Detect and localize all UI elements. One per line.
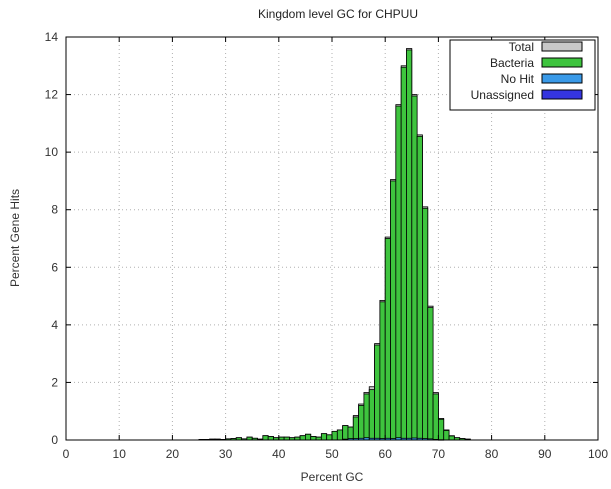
bar-bacteria	[448, 435, 455, 441]
bar-bacteria	[395, 105, 402, 441]
bar-bacteria	[336, 429, 344, 441]
y-tick-label: 8	[51, 203, 58, 217]
x-tick-label: 10	[113, 447, 127, 461]
bar-bacteria	[416, 135, 423, 441]
y-tick-label: 10	[45, 145, 59, 159]
bar-bacteria	[443, 430, 450, 441]
bar-bacteria	[267, 436, 274, 441]
bar-bacteria	[363, 393, 370, 441]
legend-label: No Hit	[501, 72, 535, 86]
bar-bacteria	[379, 301, 386, 441]
bar-bacteria	[374, 344, 381, 441]
legend-swatch	[541, 89, 583, 100]
grid-lines	[66, 37, 598, 440]
bar-bacteria	[347, 426, 354, 441]
bar-bacteria	[326, 434, 333, 441]
x-tick-label: 50	[325, 447, 339, 461]
bar-bacteria	[390, 180, 397, 441]
y-tick-label: 0	[51, 433, 58, 447]
bar-bacteria	[304, 433, 312, 441]
bar-bacteria	[320, 433, 328, 441]
bar-bacteria	[384, 238, 391, 441]
x-axis-ticks: 0 10 20 30 40 50 60 70 80 90 100	[63, 37, 608, 461]
bar-bacteria	[427, 307, 434, 441]
y-tick-label: 2	[51, 375, 58, 389]
x-tick-label: 40	[272, 447, 286, 461]
y-tick-label: 12	[45, 88, 59, 102]
x-tick-label: 100	[588, 447, 608, 461]
x-tick-label: 60	[379, 447, 393, 461]
legend-label: Bacteria	[490, 56, 534, 70]
bar-bacteria	[411, 95, 418, 441]
legend-swatch	[541, 73, 583, 84]
bar-bacteria	[310, 436, 317, 441]
x-tick-label: 70	[432, 447, 446, 461]
bar-bacteria	[432, 393, 439, 441]
legend-swatch	[541, 41, 583, 52]
bar-bacteria	[342, 425, 349, 441]
x-tick-label: 20	[166, 447, 180, 461]
y-tick-label: 6	[51, 260, 58, 274]
histogram-bars	[198, 48, 471, 441]
chart-title: Kingdom level GC for CHPUU	[258, 7, 418, 21]
x-tick-label: 30	[219, 447, 233, 461]
y-tick-label: 14	[45, 30, 59, 44]
x-tick-label: 0	[63, 447, 70, 461]
legend-label: Total	[509, 40, 534, 54]
bar-bacteria	[437, 418, 445, 441]
y-tick-label: 4	[51, 318, 58, 332]
legend-label: Unassigned	[471, 88, 534, 102]
bar-bacteria	[368, 389, 375, 441]
x-tick-label: 90	[538, 447, 552, 461]
bar-bacteria	[299, 435, 306, 441]
bar-bacteria	[331, 430, 338, 441]
bar-bacteria	[406, 49, 413, 441]
bar-bacteria	[262, 435, 269, 441]
y-axis-title: Percent Gene Hits	[8, 189, 22, 287]
bar-bacteria	[422, 207, 429, 441]
legend-swatch	[541, 57, 583, 68]
chart-legend: Total Bacteria No Hit Unassigned	[449, 39, 596, 111]
x-axis-title: Percent GC	[301, 470, 364, 484]
bar-bacteria	[358, 405, 365, 441]
bar-bacteria	[352, 416, 359, 441]
bar-bacteria	[400, 66, 407, 441]
x-tick-label: 80	[485, 447, 499, 461]
y-axis-ticks: 0 2 4 6 8 10 12 14	[45, 30, 598, 447]
